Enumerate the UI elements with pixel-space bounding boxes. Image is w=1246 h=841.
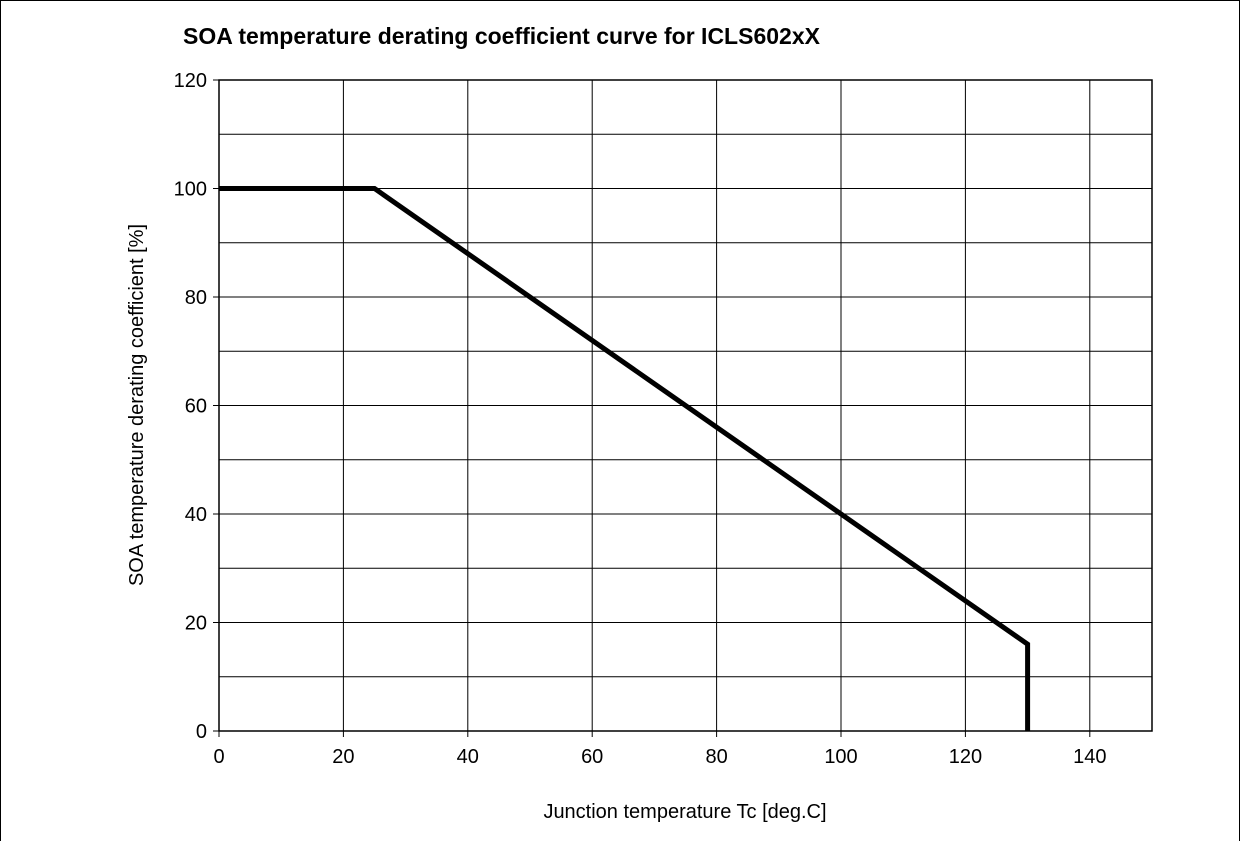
y-tick-label: 20 <box>185 613 207 635</box>
y-tick-label: 40 <box>185 504 207 526</box>
x-tick-label: 20 <box>332 746 354 768</box>
x-tick-label: 100 <box>824 746 857 768</box>
y-axis-title: SOA temperature derating coefficient [%] <box>126 224 148 586</box>
chart-title: SOA temperature derating coefficient cur… <box>183 23 821 49</box>
y-tick-label: 80 <box>185 287 207 309</box>
series-layer <box>219 186 1031 731</box>
x-tick-label: 140 <box>1073 746 1106 768</box>
series-line <box>219 186 1031 731</box>
x-tick-label: 60 <box>581 746 603 768</box>
y-axis: 0 20 40 60 80 100 120 <box>174 70 219 743</box>
x-tick-label: 120 <box>949 746 982 768</box>
y-tick-label: 0 <box>196 721 207 743</box>
y-tick-label: 100 <box>174 179 207 201</box>
x-tick-label: 0 <box>213 746 224 768</box>
x-tick-label: 40 <box>457 746 479 768</box>
x-axis: 0 20 40 60 80 100 120 140 <box>213 731 1106 768</box>
x-axis-title: Junction temperature Tc [deg.C] <box>543 801 826 823</box>
x-tick-label: 80 <box>705 746 727 768</box>
y-tick-label: 60 <box>185 396 207 418</box>
y-tick-label: 120 <box>174 70 207 92</box>
